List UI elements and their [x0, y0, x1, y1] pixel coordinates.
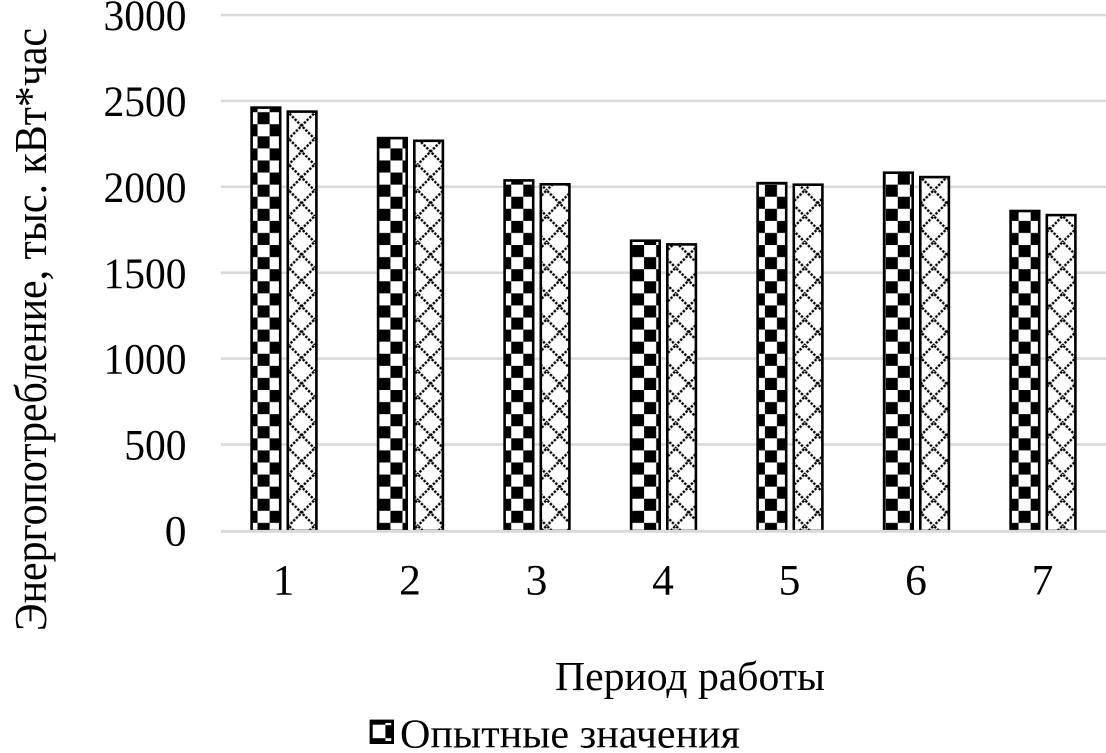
svg-text:Период работы: Период работы	[555, 653, 825, 699]
svg-text:2000: 2000	[104, 164, 187, 212]
svg-text:3: 3	[526, 557, 548, 605]
svg-text:1: 1	[273, 557, 295, 605]
svg-text:1500: 1500	[104, 250, 187, 298]
svg-text:0: 0	[165, 508, 187, 556]
svg-text:500: 500	[124, 422, 186, 470]
svg-text:6: 6	[905, 557, 927, 605]
svg-text:7: 7	[1032, 557, 1054, 605]
svg-text:Энергопотребление, тыс. кВт*ча: Энергопотребление, тыс. кВт*час	[5, 28, 56, 631]
svg-text:4: 4	[652, 557, 674, 605]
svg-text:3000: 3000	[104, 0, 187, 40]
svg-text:2500: 2500	[104, 78, 187, 126]
svg-text:1000: 1000	[104, 336, 187, 384]
svg-text:5: 5	[779, 557, 801, 605]
svg-text:Опытные значения: Опытные значения	[400, 710, 740, 748]
svg-text:2: 2	[399, 557, 421, 605]
